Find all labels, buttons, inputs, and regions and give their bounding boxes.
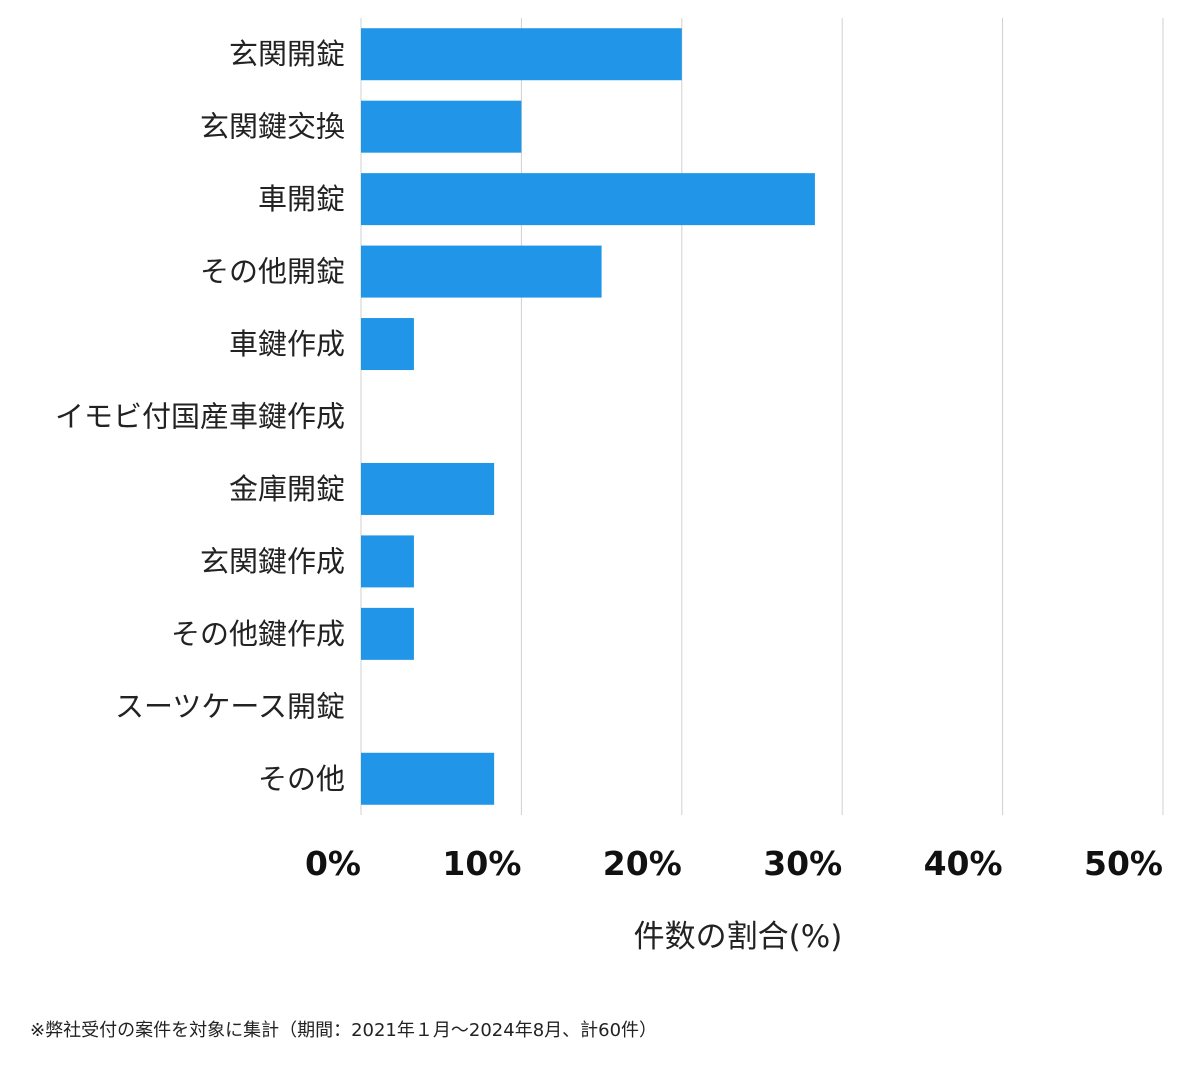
x-axis-label: 件数の割合(%)	[634, 919, 843, 955]
x-tick-label: 10%	[442, 844, 521, 883]
x-tick-label: 0%	[305, 844, 361, 883]
category-label: 金庫開錠	[229, 472, 345, 506]
x-tick-label: 30%	[763, 844, 842, 883]
bar	[361, 100, 522, 153]
bars	[361, 28, 815, 805]
category-label: スーツケース開錠	[115, 689, 345, 723]
category-label: 玄関鍵作成	[200, 544, 345, 578]
category-label: 玄関鍵交換	[200, 110, 345, 144]
footnote: ※弊社受付の案件を対象に集計（期間：2021年１月〜2024年8月、計60件）	[30, 1020, 658, 1041]
category-label: その他鍵作成	[171, 617, 345, 651]
bar	[361, 535, 414, 588]
bar	[361, 173, 815, 226]
bar	[361, 752, 495, 805]
bar-chart: 玄関開錠玄関鍵交換車開錠その他開錠車鍵作成イモビ付国産車鍵作成金庫開錠玄関鍵作成…	[55, 18, 1164, 955]
bar	[361, 462, 495, 515]
category-label: 車開錠	[258, 182, 345, 216]
category-label: その他開錠	[200, 255, 345, 289]
category-label: その他	[258, 762, 345, 796]
category-label: イモビ付国産車鍵作成	[55, 400, 345, 434]
bar	[361, 28, 682, 81]
bar	[361, 607, 414, 660]
category-labels: 玄関開錠玄関鍵交換車開錠その他開錠車鍵作成イモビ付国産車鍵作成金庫開錠玄関鍵作成…	[55, 37, 345, 796]
x-tick-labels: 0% 10% 20% 30% 40% 50%	[305, 844, 1163, 883]
bar	[361, 318, 414, 371]
category-label: 車鍵作成	[229, 327, 345, 361]
x-tick-label: 20%	[603, 844, 682, 883]
x-tick-label: 40%	[924, 844, 1003, 883]
bar	[361, 245, 602, 298]
x-tick-label: 50%	[1084, 844, 1163, 883]
category-label: 玄関開錠	[229, 37, 345, 71]
